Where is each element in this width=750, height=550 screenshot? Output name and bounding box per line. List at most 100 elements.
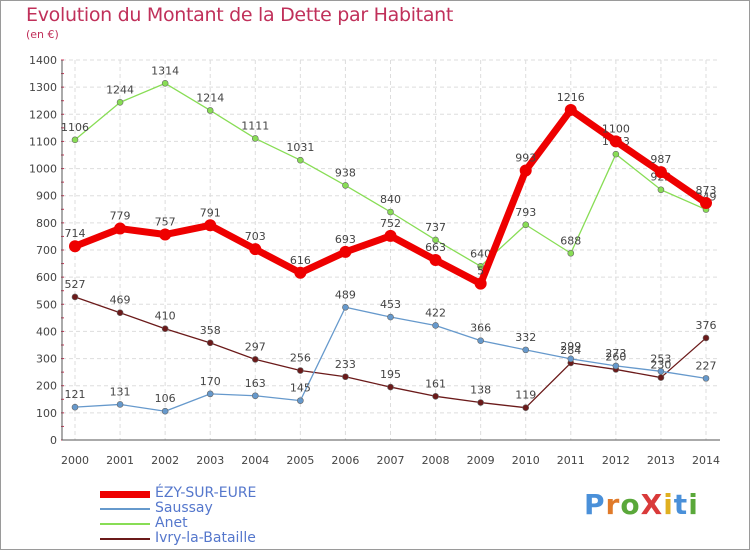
- data-point: [116, 401, 124, 408]
- data-point: [114, 222, 127, 235]
- legend-swatch: [100, 508, 150, 510]
- x-tick-label: 2012: [602, 454, 630, 467]
- data-point: [251, 392, 259, 400]
- data-label: 410: [155, 310, 176, 323]
- data-point: [251, 135, 259, 142]
- chart-title: Evolution du Montant de la Dette par Hab…: [26, 4, 454, 26]
- data-point: [474, 277, 487, 290]
- y-tick-label: 200: [36, 380, 57, 393]
- data-label: 1111: [241, 119, 269, 132]
- x-tick-label: 2004: [241, 454, 269, 467]
- data-label: 703: [245, 230, 266, 243]
- y-tick-label: 600: [36, 271, 57, 284]
- data-point: [657, 186, 665, 194]
- legend-swatch: [100, 538, 150, 540]
- legend-label: Anet: [155, 515, 188, 531]
- x-tick-label: 2008: [422, 454, 450, 467]
- data-point: [204, 219, 217, 232]
- legend-swatch: [100, 490, 150, 498]
- data-label: 163: [245, 377, 266, 390]
- data-label: 145: [290, 382, 311, 395]
- y-tick-label: 1200: [29, 108, 57, 121]
- data-label: 297: [245, 340, 266, 353]
- data-label: 366: [470, 322, 491, 335]
- y-tick-label: 400: [36, 325, 57, 338]
- data-label: 663: [425, 241, 446, 254]
- data-point: [657, 374, 665, 381]
- data-point: [297, 367, 304, 374]
- legend-label: Saussay: [155, 500, 213, 516]
- data-point: [700, 197, 712, 210]
- data-label: 640: [470, 247, 491, 260]
- data-label: 688: [560, 234, 581, 247]
- data-label: 489: [335, 288, 356, 301]
- x-tick-label: 2005: [286, 454, 314, 467]
- data-point: [567, 249, 575, 257]
- data-point: [116, 309, 124, 317]
- data-label: 469: [110, 294, 131, 307]
- data-label: 1244: [106, 83, 134, 96]
- data-point: [251, 356, 259, 363]
- data-label: 616: [290, 254, 311, 267]
- data-point: [612, 150, 620, 158]
- data-label: 284: [560, 344, 581, 357]
- data-label: 253: [650, 352, 671, 365]
- data-point: [657, 368, 665, 375]
- data-label: 195: [380, 368, 401, 381]
- data-point: [522, 404, 530, 412]
- data-point: [206, 107, 214, 114]
- data-point: [342, 373, 349, 381]
- legend-swatch: [100, 523, 150, 525]
- data-point: [71, 403, 79, 411]
- data-label: 376: [696, 319, 717, 332]
- x-tick-label: 2001: [106, 454, 134, 467]
- data-label: 170: [200, 375, 221, 388]
- data-point: [564, 103, 577, 116]
- x-tick-label: 2007: [377, 454, 405, 467]
- data-label: 757: [155, 216, 176, 229]
- data-point: [71, 136, 79, 144]
- data-label: 779: [110, 210, 131, 223]
- data-label: 161: [425, 377, 446, 390]
- data-label: 453: [380, 298, 401, 311]
- data-point: [159, 228, 172, 241]
- data-point: [384, 229, 397, 242]
- x-tick-label: 2002: [151, 454, 179, 467]
- data-point: [522, 346, 530, 354]
- data-point: [654, 166, 667, 179]
- proxiti-logo: ProXiti: [584, 488, 699, 521]
- data-label: 422: [425, 306, 446, 319]
- data-label: 5: [477, 265, 484, 278]
- data-label: 840: [380, 193, 401, 206]
- y-tick-label: 1400: [29, 54, 57, 67]
- data-point: [612, 362, 620, 370]
- x-tick-label: 2009: [467, 454, 495, 467]
- x-tick-label: 2010: [512, 454, 540, 467]
- data-point: [432, 322, 439, 329]
- chart-subtitle: (en €): [26, 28, 59, 41]
- data-label: 256: [290, 352, 311, 365]
- data-point: [477, 337, 484, 344]
- data-point: [69, 240, 81, 253]
- data-label: 1106: [61, 121, 89, 134]
- data-label: 121: [65, 388, 86, 401]
- data-point: [387, 208, 394, 216]
- data-label: 873: [696, 184, 717, 197]
- data-point: [342, 182, 349, 189]
- data-label: 106: [155, 392, 176, 405]
- x-tick-label: 2013: [647, 454, 675, 467]
- data-point: [477, 399, 484, 406]
- data-point: [432, 236, 439, 244]
- data-label: 1031: [286, 141, 314, 154]
- data-label: 938: [335, 166, 356, 179]
- data-point: [161, 325, 169, 333]
- data-point: [297, 156, 304, 164]
- data-point: [339, 245, 352, 258]
- y-tick-label: 100: [36, 407, 57, 420]
- data-point: [71, 293, 79, 301]
- data-label: 987: [650, 153, 671, 166]
- data-label: 260: [605, 350, 626, 363]
- data-label: 332: [515, 331, 536, 344]
- data-point: [294, 266, 307, 279]
